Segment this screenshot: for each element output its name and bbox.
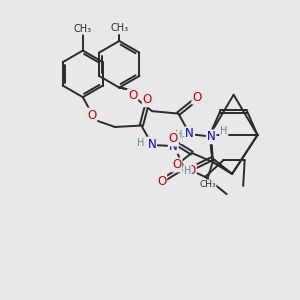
Text: O: O <box>187 164 196 177</box>
Text: N: N <box>147 137 156 151</box>
Text: H: H <box>181 133 188 143</box>
Text: H: H <box>220 127 227 136</box>
Text: CH₃: CH₃ <box>74 24 92 34</box>
Text: H: H <box>175 130 182 140</box>
Text: O: O <box>192 91 202 103</box>
Text: CH₃: CH₃ <box>199 180 216 189</box>
Text: N: N <box>169 140 178 153</box>
Text: N: N <box>207 130 216 143</box>
Text: H: H <box>184 166 191 176</box>
Text: O: O <box>128 89 137 102</box>
Text: O: O <box>87 109 96 122</box>
Text: O: O <box>172 158 182 171</box>
Text: N: N <box>185 128 194 140</box>
Text: H: H <box>137 138 144 148</box>
Text: CH₃: CH₃ <box>110 23 128 34</box>
Text: O: O <box>169 133 178 146</box>
Text: O: O <box>157 175 166 188</box>
Text: O: O <box>143 93 152 106</box>
